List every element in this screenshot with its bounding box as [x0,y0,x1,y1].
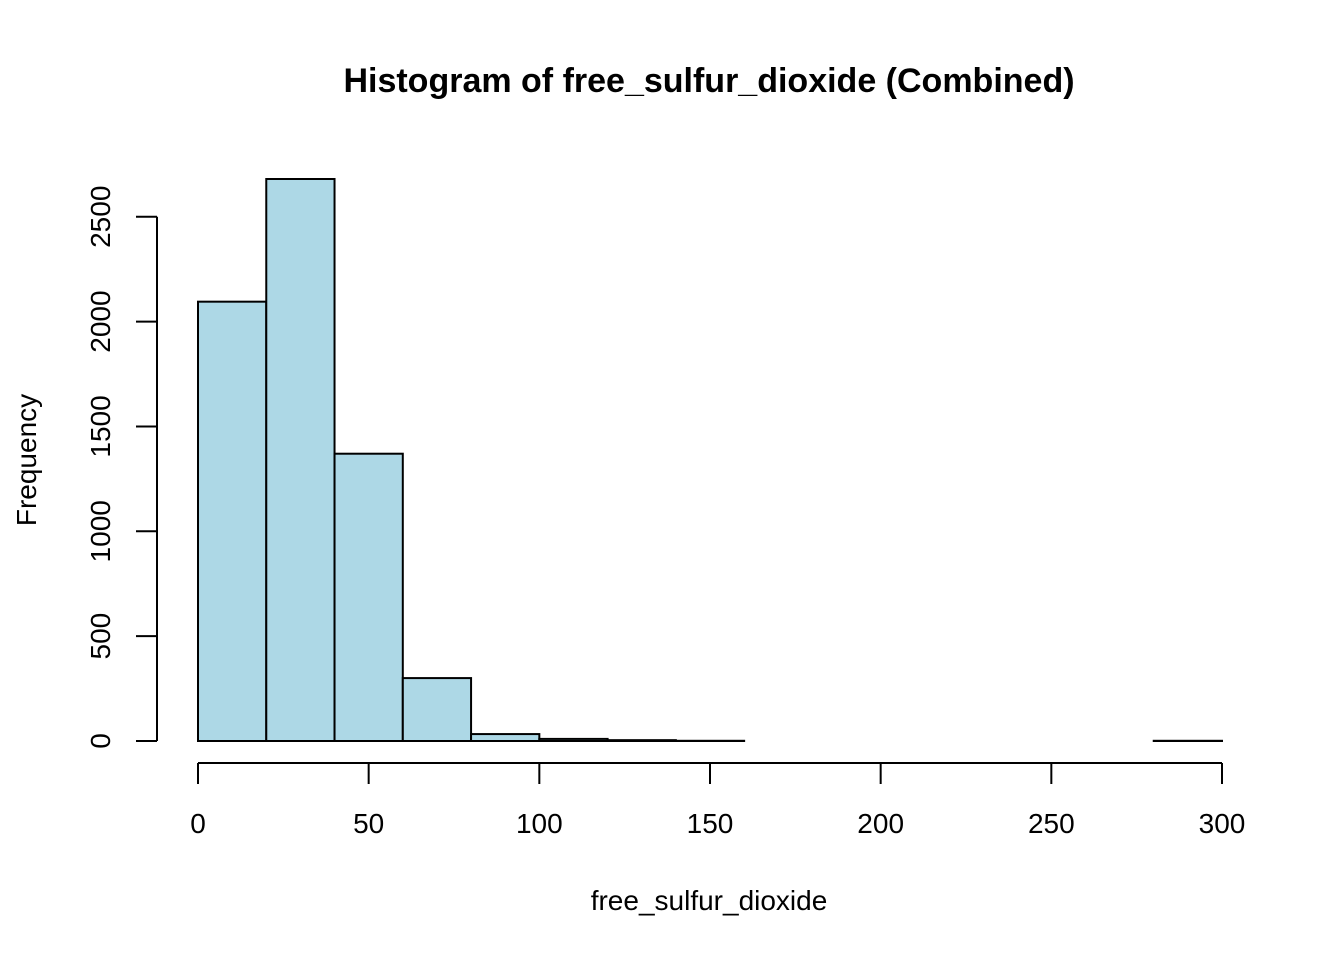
x-tick-label: 100 [516,808,563,839]
y-tick-label: 500 [85,613,116,660]
x-tick-label: 0 [190,808,206,839]
histogram-bar [197,300,268,742]
x-tick-label: 50 [353,808,384,839]
histogram-bar [401,677,473,742]
histogram-bar [606,739,677,742]
y-tick-label: 1000 [85,500,116,562]
x-tick-label: 300 [1199,808,1246,839]
x-tick-label: 150 [687,808,734,839]
y-tick-label: 2500 [85,186,116,248]
histogram-bar [538,737,609,743]
y-tick-label: 1500 [85,395,116,457]
x-tick-label: 250 [1028,808,1075,839]
x-axis: 0 50 100 150 200 250 300 [190,762,1246,839]
chart-title: Histogram of free_sulfur_dioxide (Combin… [343,62,1074,100]
y-tick-label: 0 [85,733,116,749]
y-tick-label: 2000 [85,290,116,352]
histogram-bar [470,733,541,742]
x-tick-label: 200 [857,808,904,839]
x-axis-label: free_sulfur_dioxide [591,885,828,916]
y-axis: 0 500 1000 1500 2000 2500 [85,186,158,749]
histogram-bar [333,452,404,742]
bars-group [197,178,1223,743]
y-axis-label: Frequency [11,394,42,526]
histogram-bar [265,178,336,742]
